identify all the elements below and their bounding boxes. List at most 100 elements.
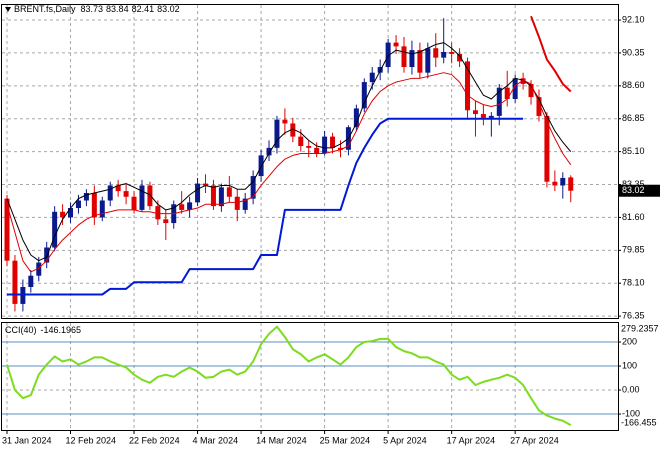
cci-title: CCI(40) -146.1965 (5, 325, 81, 335)
candle-body (496, 87, 502, 116)
candle-body (433, 48, 439, 58)
candle-body (330, 136, 336, 148)
y-tick-label: 90.35 (622, 47, 645, 57)
candle-body (36, 262, 42, 276)
candle-body (544, 115, 550, 182)
candle-body (242, 198, 248, 210)
candle-body (163, 219, 169, 224)
y-tick-label: 100 (622, 360, 637, 370)
candle-body (4, 198, 10, 261)
candle-body (536, 97, 542, 116)
candle-body (457, 53, 463, 62)
candle-body (91, 192, 97, 218)
candle-body (28, 275, 34, 287)
candle-body (353, 108, 359, 128)
candle-body (107, 185, 113, 201)
candle-body (369, 72, 375, 83)
candle-body (449, 51, 455, 54)
last-high: 83.84 (106, 4, 129, 14)
candle-body (417, 50, 423, 73)
y-tick-label: 92.10 (622, 14, 645, 24)
candle-body (472, 110, 478, 115)
candle-body (139, 185, 145, 210)
candle-body (520, 78, 526, 84)
x-tick-label: 31 Jan 2024 (2, 435, 52, 445)
candle-body (218, 187, 224, 207)
y-tick-label: 83.35 (622, 179, 645, 189)
x-tick-label: 12 Feb 2024 (66, 435, 117, 445)
candle-body (441, 51, 447, 58)
indicator-line (6, 42, 572, 262)
candle-body (361, 82, 367, 109)
cci-name: CCI(40) (5, 325, 37, 335)
y-tick-label: 88.60 (622, 80, 645, 90)
candle-body (12, 260, 18, 304)
price-marker (619, 184, 660, 197)
candle-body (115, 185, 121, 192)
cci-panel-frame (1, 322, 619, 431)
price-marker-label: 83.02 (622, 185, 645, 195)
y-limit-label: -166.455 (621, 417, 657, 427)
main-panel-frame (1, 4, 619, 319)
y-tick-label: 78.10 (622, 278, 645, 288)
candle-body (290, 123, 296, 137)
candle-body (234, 196, 240, 210)
candle-body (52, 211, 58, 248)
candle-body (60, 211, 66, 218)
candle-body (282, 119, 288, 124)
x-tick-label: 14 Mar 2024 (256, 435, 307, 445)
y-tick-label: 0.00 (622, 384, 640, 394)
symbol: BRENT.fs,Daily (14, 4, 76, 14)
x-tick-label: 22 Feb 2024 (129, 435, 180, 445)
indicator-line (7, 117, 524, 296)
candle-body (75, 200, 81, 209)
candle-body (250, 176, 256, 199)
candle-body (179, 204, 185, 210)
y-tick-label: 85.10 (622, 146, 645, 156)
candle-body (195, 183, 201, 203)
indicator-line (6, 72, 572, 273)
candle-body (409, 50, 415, 68)
candle-body (425, 48, 431, 73)
y-tick-label: 86.85 (622, 113, 645, 123)
y-tick-label: -100 (622, 408, 640, 418)
candle-body (44, 247, 50, 263)
last-close: 83.02 (157, 4, 180, 14)
candle-body (203, 183, 208, 186)
x-tick-label: 5 Apr 2024 (383, 435, 427, 445)
candle-body (512, 78, 518, 99)
last-open: 83.73 (81, 4, 104, 14)
candle-body (488, 115, 494, 118)
mark-layer (4, 15, 574, 427)
y-tick-label: 81.60 (622, 212, 645, 222)
x-tick-label: 27 Apr 2024 (510, 435, 559, 445)
candle-body (385, 42, 391, 68)
y-tick-label: 200 (622, 336, 637, 346)
last-low: 82.41 (132, 4, 155, 14)
candle-body (226, 187, 232, 197)
y-limit-label: 279.2357 (621, 323, 659, 333)
candle-body (155, 206, 161, 220)
main-title: BRENT.fs,Daily 83.73 83.84 82.41 83.02 (14, 4, 180, 14)
candle-body (401, 46, 407, 68)
candle-body (568, 177, 574, 191)
candle-body (147, 185, 153, 207)
candle-body (274, 119, 280, 148)
candle-body (83, 192, 89, 201)
candle-body (322, 136, 328, 154)
y-tick-label: 76.35 (622, 310, 645, 320)
indicator-line (530, 15, 572, 93)
candle-body (393, 42, 399, 47)
cci-last: -146.1965 (41, 325, 82, 335)
candle-body (131, 196, 137, 210)
x-tick-label: 4 Mar 2024 (193, 435, 239, 445)
series-line (6, 325, 572, 427)
candle-body (187, 202, 193, 210)
candle-body (99, 200, 105, 218)
x-tick-label: 25 Mar 2024 (320, 435, 371, 445)
candle-body (266, 147, 272, 156)
candle-body (306, 145, 312, 148)
candle-body (210, 185, 216, 207)
